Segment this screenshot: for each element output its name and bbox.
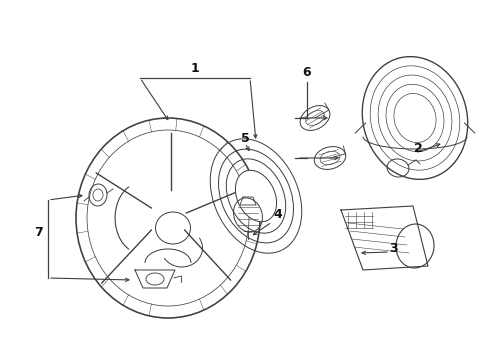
Text: 4: 4 xyxy=(273,208,282,221)
Text: 3: 3 xyxy=(389,242,397,255)
Text: 5: 5 xyxy=(241,131,249,144)
Text: 2: 2 xyxy=(414,141,422,154)
Text: 6: 6 xyxy=(303,67,311,80)
Ellipse shape xyxy=(235,170,276,222)
Text: 7: 7 xyxy=(34,225,42,238)
Text: 1: 1 xyxy=(191,62,199,75)
